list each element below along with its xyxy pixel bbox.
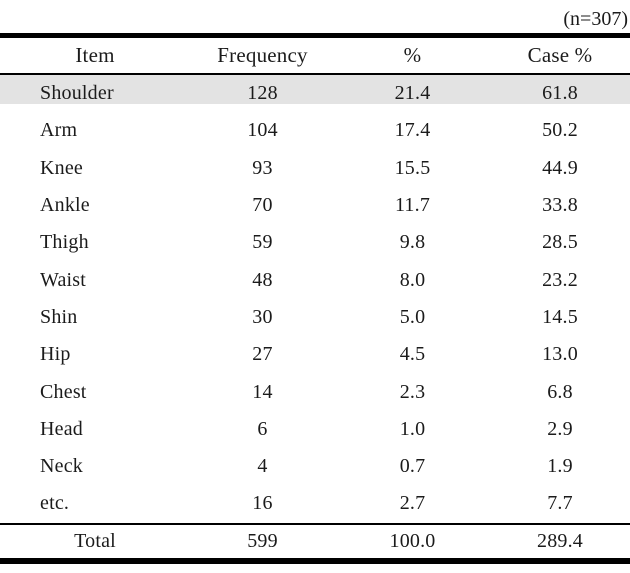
cell-percent: 0.7 [399, 455, 426, 478]
cell-frequency: 70 [252, 194, 273, 217]
table-row: Waist 48 8.0 23.2 [0, 261, 630, 298]
cell-item: Hip [40, 343, 71, 366]
cell-percent: 21.4 [394, 82, 431, 105]
cell-frequency: 4 [257, 455, 268, 478]
table-total-row: Total 599 100.0 289.4 [0, 522, 630, 558]
cell-item: Neck [40, 455, 83, 478]
cell-percent: 5.0 [399, 305, 426, 328]
cell-frequency: 48 [252, 268, 273, 291]
cell-total-case-percent: 289.4 [537, 529, 583, 552]
results-table: Item Frequency % Case % Shoulder 128 21.… [0, 33, 630, 564]
cell-case-percent: 28.5 [542, 231, 578, 254]
cell-percent: 4.5 [399, 343, 426, 366]
table-row: Head 6 1.0 2.9 [0, 411, 630, 448]
table-row: etc. 16 2.7 7.7 [0, 485, 630, 522]
cell-item: Thigh [40, 231, 89, 254]
cell-percent: 2.7 [399, 492, 426, 515]
table-row: Arm 104 17.4 50.2 [0, 112, 630, 149]
cell-percent: 17.4 [394, 119, 431, 142]
column-header-frequency: Frequency [217, 43, 308, 67]
cell-frequency: 27 [252, 343, 273, 366]
cell-frequency: 14 [252, 380, 273, 403]
cell-frequency: 93 [252, 156, 273, 179]
cell-frequency: 128 [247, 82, 278, 105]
cell-case-percent: 6.8 [547, 380, 573, 403]
table-row: Ankle 70 11.7 33.8 [0, 187, 630, 224]
table-row: Shin 30 5.0 14.5 [0, 299, 630, 336]
cell-item: Arm [40, 119, 78, 142]
cell-item: Ankle [40, 194, 90, 217]
cell-percent: 15.5 [394, 156, 431, 179]
cell-case-percent: 7.7 [547, 492, 573, 515]
cell-case-percent: 44.9 [542, 156, 578, 179]
table-row: Knee 93 15.5 44.9 [0, 150, 630, 187]
table-row: Neck 4 0.7 1.9 [0, 448, 630, 485]
cell-percent: 9.8 [399, 231, 426, 254]
cell-total-label: Total [74, 529, 116, 552]
table-header-row: Item Frequency % Case % [0, 38, 630, 75]
cell-frequency: 59 [252, 231, 273, 254]
cell-item: Chest [40, 380, 87, 403]
cell-item: Knee [40, 156, 83, 179]
cell-percent: 8.0 [399, 268, 426, 291]
column-header-item: Item [75, 43, 115, 67]
cell-percent: 11.7 [394, 194, 431, 217]
cell-case-percent: 13.0 [542, 343, 578, 366]
column-header-case-percent: Case % [527, 43, 593, 67]
cell-case-percent: 33.8 [542, 194, 578, 217]
cell-item: Head [40, 417, 83, 440]
cell-case-percent: 2.9 [547, 417, 573, 440]
cell-case-percent: 61.8 [542, 82, 578, 105]
table-row: Thigh 59 9.8 28.5 [0, 224, 630, 261]
cell-item: Shoulder [40, 82, 114, 105]
table-row: Shoulder 128 21.4 61.8 [0, 75, 630, 113]
cell-frequency: 104 [247, 119, 278, 142]
cell-case-percent: 1.9 [547, 455, 573, 478]
cell-item: etc. [40, 492, 70, 515]
table-row: Chest 14 2.3 6.8 [0, 373, 630, 410]
cell-total-frequency: 599 [247, 529, 278, 552]
cell-frequency: 16 [252, 492, 273, 515]
cell-item: Shin [40, 305, 78, 328]
cell-case-percent: 14.5 [542, 305, 578, 328]
cell-frequency: 30 [252, 305, 273, 328]
cell-total-percent: 100.0 [389, 529, 436, 552]
cell-percent: 2.3 [399, 380, 426, 403]
cell-item: Waist [40, 268, 87, 291]
cell-case-percent: 23.2 [542, 268, 578, 291]
sample-size-note: (n=307) [563, 8, 628, 30]
column-header-percent: % [403, 43, 422, 67]
table-row: Hip 27 4.5 13.0 [0, 336, 630, 373]
cell-percent: 1.0 [399, 417, 426, 440]
cell-frequency: 6 [257, 417, 268, 440]
cell-case-percent: 50.2 [542, 119, 578, 142]
